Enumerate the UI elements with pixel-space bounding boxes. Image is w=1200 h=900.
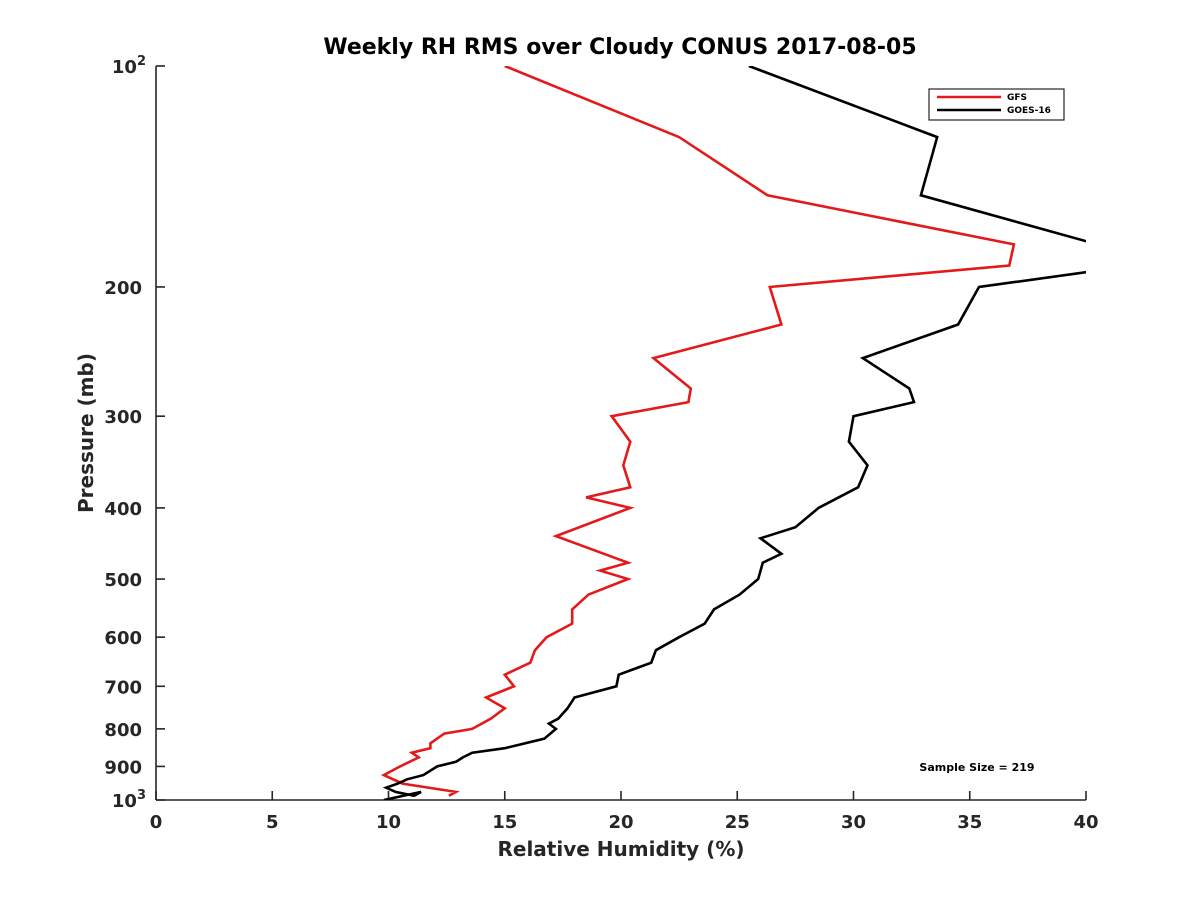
y-axis-ticks: 102 200 300 400 500 600 700 800 900 103 (104, 54, 165, 812)
legend: GFS GOES-16 (928, 88, 1065, 121)
y-tick-label: 800 (104, 720, 142, 741)
y-tick-label: 500 (104, 570, 142, 591)
x-tick-label: 35 (957, 812, 982, 833)
y-tick-label: 300 (104, 407, 142, 428)
y-tick-label: 400 (104, 499, 142, 520)
series-lines (380, 66, 1086, 800)
y-tick-label: 600 (104, 628, 142, 649)
x-tick-label: 25 (725, 812, 750, 833)
x-tick-label: 20 (608, 812, 633, 833)
x-tick-label: 10 (376, 812, 401, 833)
x-tick-label: 15 (492, 812, 517, 833)
series-line-gfs (380, 66, 1016, 797)
y-tick-label: 103 (112, 788, 146, 812)
y-tick-label: 102 (112, 54, 146, 78)
x-tick-label: 30 (841, 812, 866, 833)
x-tick-label: 0 (150, 812, 163, 833)
legend-label: GOES-16 (1007, 106, 1051, 116)
y-tick-label: 200 (104, 278, 142, 299)
x-tick-label: 5 (266, 812, 279, 833)
x-tick-label: 40 (1073, 812, 1098, 833)
series-line-goes-16 (382, 66, 1086, 800)
legend-box (928, 88, 1065, 121)
chart-title: Weekly RH RMS over Cloudy CONUS 2017-08-… (323, 35, 916, 60)
x-axis-title: Relative Humidity (%) (497, 837, 744, 861)
y-tick-label: 700 (104, 677, 142, 698)
x-axis-ticks: 0 5 10 15 20 25 30 35 40 (150, 791, 1099, 833)
y-tick-label: 900 (104, 757, 142, 778)
y-axis-title: Pressure (mb) (74, 353, 98, 513)
legend-label: GFS (1007, 93, 1027, 103)
sample-size-annotation: Sample Size = 219 (919, 761, 1034, 774)
